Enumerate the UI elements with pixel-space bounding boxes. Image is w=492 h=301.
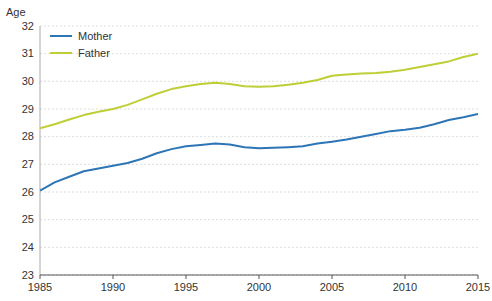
x-tick [259,275,260,279]
grid-line [40,109,478,110]
grid-line [40,136,478,137]
x-tick-label: 1985 [28,281,52,293]
x-tick-label: 1990 [101,281,125,293]
grid-line [40,26,478,27]
y-tick-label: 25 [22,213,34,225]
y-tick-label: 24 [22,241,34,253]
x-tick-label: 2005 [320,281,344,293]
grid-line [40,81,478,82]
y-axis-label: Age [6,6,26,18]
legend: Mother Father [50,30,113,59]
grid-line [40,192,478,193]
grid-line [40,164,478,165]
y-axis-line [40,26,41,275]
y-tick-label: 26 [22,186,34,198]
x-tick [405,275,406,279]
x-tick-label: 2015 [466,281,490,293]
series-line [40,114,478,191]
y-tick-label: 29 [22,103,34,115]
legend-label: Father [78,47,110,59]
x-tick [113,275,114,279]
plot-area [40,54,478,191]
legend-swatch [50,35,72,37]
x-tick [332,275,333,279]
y-tick-label: 32 [22,20,34,32]
y-tick-label: 30 [22,75,34,87]
legend-label: Mother [78,30,113,42]
grid-line [40,247,478,248]
y-tick-label: 23 [22,269,34,281]
x-tick [478,275,479,279]
y-tick-label: 31 [22,47,34,59]
legend-swatch [50,52,72,54]
x-tick-label: 2000 [247,281,271,293]
y-tick-label: 27 [22,158,34,170]
grid-line [40,219,478,220]
y-tick-label: 28 [22,130,34,142]
x-tick-label: 1995 [174,281,198,293]
x-tick-label: 2010 [393,281,417,293]
series-line [40,54,478,129]
chart: 23 24 25 26 27 28 29 30 31 32 1985 1990 1995 2000 2005… [0,0,492,301]
x-tick [186,275,187,279]
x-tick [40,275,41,279]
